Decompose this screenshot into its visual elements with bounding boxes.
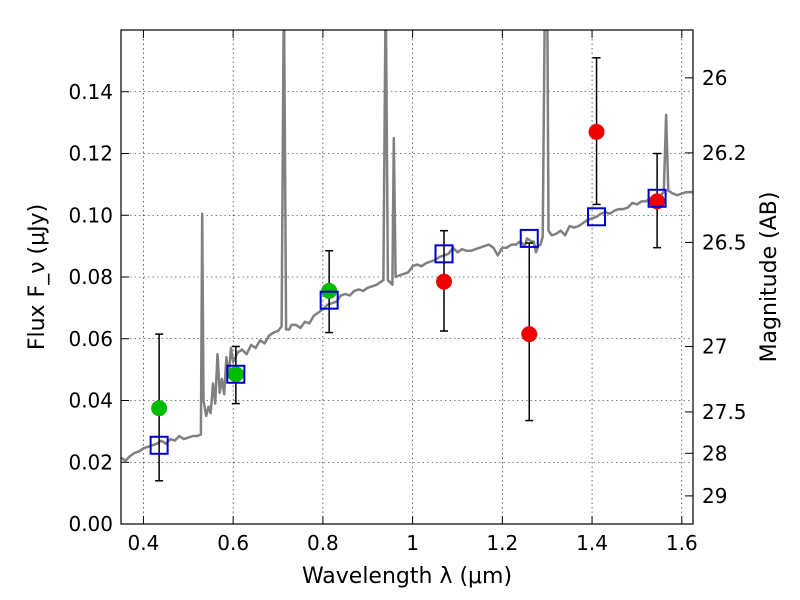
- y-tick-label: 0.02: [68, 450, 113, 474]
- x-tick-label: 1.4: [576, 531, 608, 555]
- y-tick-label: 0.00: [68, 512, 113, 536]
- x-tick-label: 0.4: [128, 531, 160, 555]
- x-axis-label: Wavelength λ (μm): [302, 564, 512, 589]
- data-point: [436, 273, 453, 290]
- model-point: [226, 364, 246, 384]
- data-point: [151, 400, 168, 417]
- y-tick-label: 0.04: [68, 389, 113, 413]
- x-tick-label: 1.6: [666, 531, 698, 555]
- y-tick-label: 0.10: [68, 203, 113, 227]
- model-point: [149, 435, 169, 455]
- model-point: [319, 290, 339, 310]
- x-tick-label: 0.6: [217, 531, 249, 555]
- y2-tick-label: 27: [702, 334, 727, 358]
- plot-area: [121, 30, 693, 482]
- spectrum-line: [121, 30, 693, 462]
- y-tick-label: 0.08: [68, 265, 113, 289]
- y2-tick-label: 26.5: [702, 230, 747, 254]
- data-point: [521, 326, 538, 343]
- data-point: [649, 193, 666, 210]
- y2-tick-label: 27.5: [702, 400, 747, 424]
- model-point: [519, 228, 539, 248]
- x-tick-label: 1: [406, 531, 419, 555]
- data-point: [227, 366, 244, 383]
- x-tick-label: 1.2: [486, 531, 518, 555]
- y2-tick-label: 26: [702, 66, 727, 90]
- y-tick-label: 0.12: [68, 142, 113, 166]
- model-point: [434, 244, 454, 264]
- right-y-axis-label: Magnitude (AB): [757, 192, 782, 363]
- y-axis-label: Flux F_ν (μJy): [25, 204, 50, 350]
- y2-tick-label: 29: [702, 484, 727, 508]
- y2-tick-label: 28: [702, 441, 727, 465]
- model-point: [587, 207, 607, 227]
- y2-tick-label: 26.2: [702, 141, 747, 165]
- axis-ticks: 0.4 0.6 0.8 1 1.2 1.4 1.6 0.00 0.02 0.04 0.06 0.08 0…: [68, 30, 747, 555]
- data-point: [588, 123, 605, 140]
- x-tick-label: 0.8: [307, 531, 339, 555]
- model-point: [647, 188, 667, 208]
- y-tick-label: 0.06: [68, 327, 113, 351]
- y-tick-label: 0.14: [68, 80, 113, 104]
